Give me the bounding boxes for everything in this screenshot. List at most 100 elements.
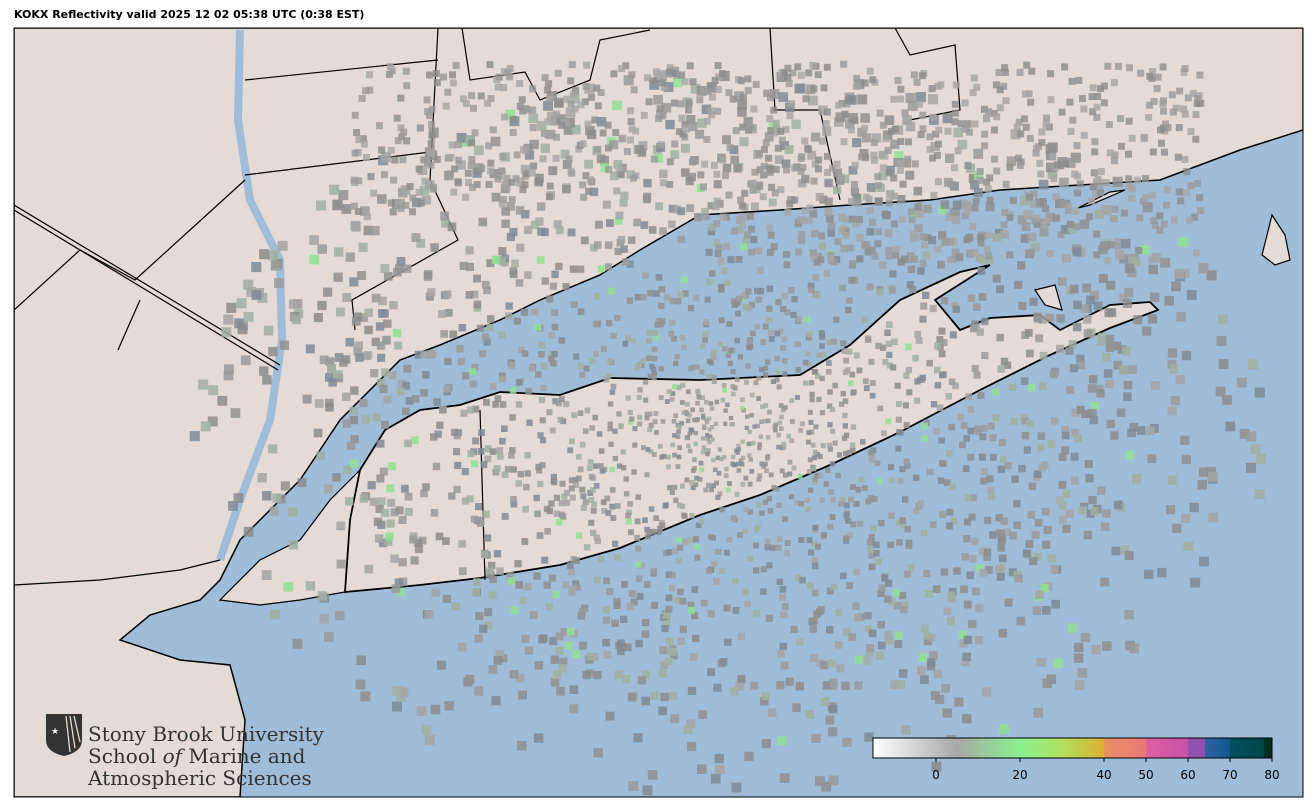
radar-echo	[1047, 96, 1055, 104]
radar-echo	[1147, 314, 1158, 324]
radar-echo	[766, 165, 774, 173]
radar-echo	[850, 447, 856, 454]
radar-echo	[362, 415, 371, 424]
radar-echo	[1189, 502, 1199, 513]
radar-echo	[888, 512, 895, 519]
radar-echo	[648, 506, 655, 512]
radar-echo	[1095, 384, 1104, 394]
radar-echo	[257, 473, 267, 483]
radar-echo	[844, 367, 851, 373]
radar-echo	[797, 473, 803, 479]
radar-echo	[634, 518, 641, 525]
radar-echo	[497, 453, 504, 460]
radar-echo	[1111, 215, 1119, 223]
radar-echo	[709, 406, 715, 411]
radar-echo	[621, 581, 628, 588]
radar-echo	[505, 109, 516, 120]
radar-echo	[829, 406, 836, 413]
radar-echo	[551, 479, 558, 486]
radar-echo	[798, 537, 805, 543]
radar-echo	[1026, 134, 1034, 142]
radar-echo	[565, 155, 573, 163]
radar-echo	[1071, 476, 1079, 485]
radar-echo	[324, 632, 334, 642]
radar-echo	[851, 181, 858, 188]
radar-echo	[386, 519, 395, 528]
radar-echo	[889, 286, 897, 294]
radar-echo	[763, 89, 771, 97]
radar-echo	[302, 394, 312, 404]
radar-echo	[498, 247, 507, 255]
radar-echo	[549, 427, 556, 434]
radar-echo	[1038, 128, 1046, 136]
radar-echo	[905, 343, 912, 351]
radar-echo	[551, 350, 558, 358]
radar-echo	[1042, 678, 1052, 688]
radar-echo	[440, 73, 447, 81]
radar-echo	[420, 156, 428, 164]
radar-echo	[827, 251, 835, 259]
radar-echo	[706, 374, 712, 380]
radar-echo	[534, 661, 544, 670]
radar-echo	[1110, 431, 1119, 440]
radar-echo	[730, 297, 737, 305]
radar-echo	[983, 245, 991, 253]
radar-echo	[862, 154, 870, 162]
radar-echo	[788, 100, 795, 108]
radar-echo	[1058, 453, 1067, 461]
radar-echo	[722, 346, 728, 352]
radar-echo	[785, 102, 795, 113]
colorbar-tick-label: 60	[1180, 768, 1195, 782]
radar-echo	[1198, 263, 1209, 274]
radar-echo	[915, 337, 923, 344]
radar-echo	[996, 333, 1004, 342]
radar-echo	[691, 586, 699, 593]
radar-echo	[848, 198, 855, 205]
star-icon: ★	[51, 727, 59, 737]
radar-echo	[628, 419, 634, 425]
radar-echo	[894, 151, 904, 161]
radar-echo	[604, 263, 612, 271]
radar-echo	[829, 678, 838, 688]
radar-echo	[733, 462, 738, 468]
logo-line-1: Stony Brook University	[88, 722, 325, 746]
radar-echo	[691, 612, 699, 620]
radar-echo	[988, 493, 996, 501]
radar-echo	[833, 168, 842, 177]
radar-echo	[489, 575, 497, 584]
radar-echo	[699, 343, 706, 349]
radar-echo	[1025, 90, 1033, 98]
radar-echo	[487, 95, 495, 103]
radar-echo	[892, 245, 900, 253]
radar-echo	[827, 229, 835, 237]
radar-echo	[690, 364, 696, 370]
radar-echo	[818, 105, 828, 116]
radar-echo	[355, 177, 363, 185]
radar-echo	[802, 359, 809, 366]
radar-echo	[875, 182, 882, 189]
radar-echo	[670, 150, 680, 159]
radar-echo	[750, 330, 756, 337]
radar-echo	[806, 430, 812, 436]
radar-echo	[878, 151, 886, 159]
radar-echo	[833, 316, 840, 323]
radar-echo	[536, 256, 545, 264]
radar-echo	[581, 236, 589, 245]
radar-echo	[959, 199, 968, 208]
radar-echo	[929, 154, 937, 162]
radar-echo	[949, 483, 956, 491]
radar-echo	[808, 95, 818, 106]
radar-echo	[1161, 220, 1168, 228]
radar-echo	[1011, 475, 1019, 483]
radar-echo	[744, 87, 752, 95]
radar-echo	[1037, 170, 1045, 178]
radar-echo	[1098, 273, 1108, 283]
radar-echo	[1104, 257, 1112, 265]
radar-echo	[375, 534, 384, 543]
radar-echo	[780, 345, 786, 351]
radar-echo	[1068, 77, 1076, 85]
radar-echo	[934, 342, 941, 350]
radar-echo	[949, 208, 959, 217]
radar-echo	[474, 634, 483, 643]
radar-echo	[370, 369, 379, 378]
